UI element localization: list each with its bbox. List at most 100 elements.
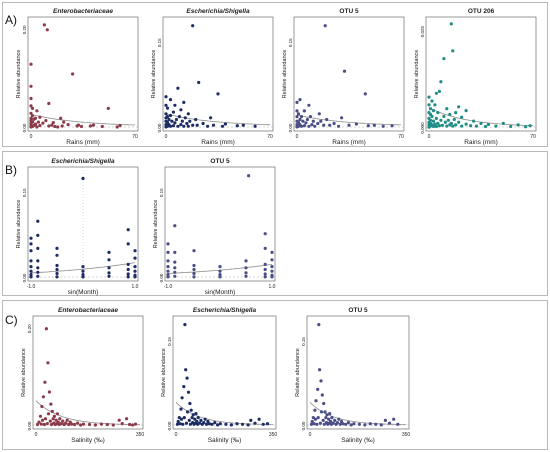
data-point [164,103,168,107]
data-point [457,105,461,109]
y-axis-label: Relative abundance [151,50,157,99]
data-point [328,412,332,416]
data-point [166,259,170,263]
y-tick-label: 0.00 [159,273,164,282]
y-tick-label: 0.15 [157,38,162,47]
data-point [36,266,40,270]
data-point [29,265,33,269]
data-point [43,417,48,421]
data-point [209,116,213,120]
data-point [460,115,464,119]
x-tick-label: 350 [402,432,411,438]
data-point [111,423,115,427]
data-point [257,417,261,421]
data-point [218,422,222,426]
data-point [29,273,33,277]
data-point [316,387,320,391]
data-point [316,121,320,126]
data-point [216,423,220,427]
data-point [66,123,70,127]
data-point [454,111,458,115]
data-point [346,421,350,425]
data-point [173,274,177,278]
data-point [188,119,192,123]
data-point [486,122,490,127]
y-axis-label: Relative abundance [295,348,301,397]
data-point [318,368,322,372]
data-point [379,423,383,427]
data-point [427,95,431,99]
data-point [46,412,51,416]
data-point [118,123,122,128]
data-point [186,112,190,116]
data-point [451,49,455,53]
fit-curve [296,114,401,126]
data-point [35,109,39,113]
data-point [182,385,186,389]
data-point [87,422,92,427]
data-point [445,124,449,128]
data-point [177,115,181,119]
data-point [170,119,174,123]
plot-frame [27,16,139,132]
plot-frame [425,16,537,132]
data-point [436,121,440,125]
data-point [185,121,189,126]
data-point [330,416,334,420]
data-point [55,246,59,250]
data-point [197,80,201,85]
data-point [253,124,257,128]
data-point [494,124,498,128]
data-point [313,124,317,128]
data-point [193,417,197,421]
data-point [36,120,41,124]
data-point [184,421,189,425]
data-point [183,116,187,120]
data-point [428,107,433,111]
data-point [449,121,453,125]
data-point [439,80,443,84]
data-point [244,274,248,278]
data-point [184,368,188,372]
data-point [107,250,111,254]
data-point [115,125,119,129]
data-point [33,122,38,126]
data-point [42,422,46,427]
data-point [174,117,178,122]
data-point [180,119,184,123]
data-point [36,274,40,278]
data-point [37,420,41,424]
data-point [335,421,339,425]
data-point [295,109,299,113]
data-point [105,422,109,427]
x-tick-label: 70 [530,134,536,140]
x-tick-label: -1.0 [164,284,173,290]
data-point [436,111,440,115]
data-point [322,422,326,426]
plot-frame [32,315,144,430]
data-point [186,390,191,394]
data-point [187,418,191,422]
x-axis-label: sin(Month) [205,289,236,296]
data-point [325,117,329,122]
data-point [29,269,33,273]
data-point [165,120,170,124]
data-point [179,123,183,127]
x-axis-label: Rains (mm) [464,139,498,146]
data-point [270,250,274,254]
data-point [337,124,341,128]
data-point [229,423,233,427]
data-point [460,124,464,128]
data-point [270,273,274,277]
data-point [29,116,33,120]
data-point [244,271,248,275]
data-point [29,104,33,108]
data-point [431,124,436,129]
data-point [218,273,222,277]
data-point [357,422,361,426]
data-point [173,260,177,264]
data-point [516,123,520,127]
x-tick-label: 0 [428,134,431,140]
data-point [241,123,245,127]
data-point [175,422,179,426]
